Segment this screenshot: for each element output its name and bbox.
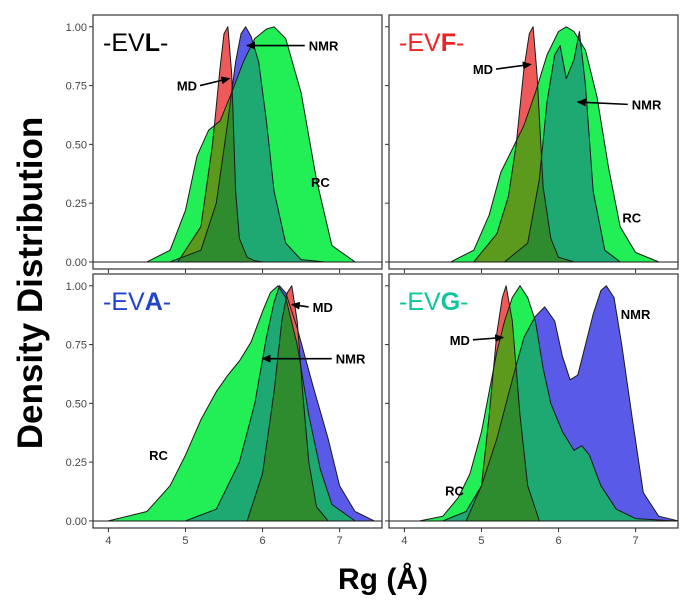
x-tick-label: 4 [401,535,407,547]
x-axis-label: Rg (Å) [338,563,428,596]
annotation-arrow [576,98,628,107]
density-line-nmr [504,31,621,263]
panel-title-letter: F [441,29,456,57]
y-tick-label: 0.00 [66,516,87,528]
panel-title-letter: A [145,288,163,316]
density-areas [93,285,382,522]
annotation-rc: RC [622,210,641,225]
annotation-arrow [495,61,532,70]
density-line-md [177,26,263,263]
panel-EVG: 4 5 6 7 -EVG- MD NMR RC [385,273,679,547]
annotation-md: MD [450,333,470,348]
y-tick-label: 0.75 [66,340,87,352]
overlap-all [247,285,329,521]
x-tick-label: 5 [182,535,188,547]
panel-title-prefix: -EV [399,288,441,316]
density-line-rc [450,26,659,263]
y-tick-label: 1.00 [66,281,87,293]
density-line-nmr [169,26,325,263]
x-tick-label: 5 [478,535,484,547]
annotation-nmr: NMR [621,307,651,322]
annotation-nmr: NMR [632,97,662,112]
panel-border [92,14,383,270]
panel-title-prefix: -EV [399,29,441,57]
x-tick-label: 7 [337,535,343,547]
panel-title-letter: L [145,29,160,57]
annotation-arrow [290,301,309,310]
y-tick-label: 0.00 [66,257,87,269]
y-tick-label: 0.25 [66,198,87,210]
annotation-md: MD [313,300,333,315]
density-areas [93,26,382,263]
annotation-nmr: NMR [336,352,366,367]
panel-title-prefix: -EV [103,29,145,57]
annotation-rc: RC [445,483,464,498]
density-line-nmr [442,285,678,522]
density-line-rc [419,285,675,522]
density-areas [389,26,678,263]
panel-title-suffix: - [456,29,464,57]
y-tick-label: 0.75 [66,81,87,93]
panel-grid: 0.000.250.500.751.00-EVL-MDNMRRC-EVF-MDN… [66,14,679,547]
density-line-md [465,285,540,522]
x-tick-label: 4 [105,535,111,547]
x-tick-label: 6 [555,535,561,547]
panel-title: -EVA- [103,288,171,316]
annotation-rc: RC [311,175,330,190]
annotation-nmr: NMR [309,39,339,54]
density-line-md [246,285,329,522]
panel-title-prefix: -EV [103,288,145,316]
density-line-nmr [185,285,375,522]
y-tick-label: 0.50 [66,139,87,151]
panel-EVA: 0.00 0.25 0.50 0.75 1.00 4 5 6 7 -EVA- MD NMR RC [66,273,383,547]
panel-title: -EVG- [399,288,468,316]
density-line-rc [146,26,356,263]
panel-border [388,14,679,270]
panel-title: -EVF- [399,29,464,57]
x-tick-label: 7 [633,535,639,547]
annotation-md: MD [473,62,493,77]
y-tick-label: 0.50 [66,398,87,410]
y-tick-label: 1.00 [66,22,87,34]
panel-EVL: 0.00 0.25 0.50 0.75 1.00 -EVL- MD NMR RC [66,14,383,273]
annotation-md: MD [177,79,197,94]
density-line-rc [108,285,356,522]
panel-title-suffix: - [160,29,168,57]
annotation-arrow [199,76,231,87]
panel-border [388,273,679,529]
panel-title-suffix: - [163,288,171,316]
annotation-rc: RC [149,448,168,463]
density-areas [389,285,678,522]
panel-border [92,273,383,529]
density-line-md [473,26,575,263]
panel-title-suffix: - [460,288,468,316]
panel-title-letter: G [441,288,460,316]
annotation-arrow [472,334,505,343]
x-tick-label: 6 [259,535,265,547]
y-axis-label: Density Distribution [11,117,50,450]
panel-title: -EVL- [103,29,168,57]
y-tick-label: 0.25 [66,457,87,469]
